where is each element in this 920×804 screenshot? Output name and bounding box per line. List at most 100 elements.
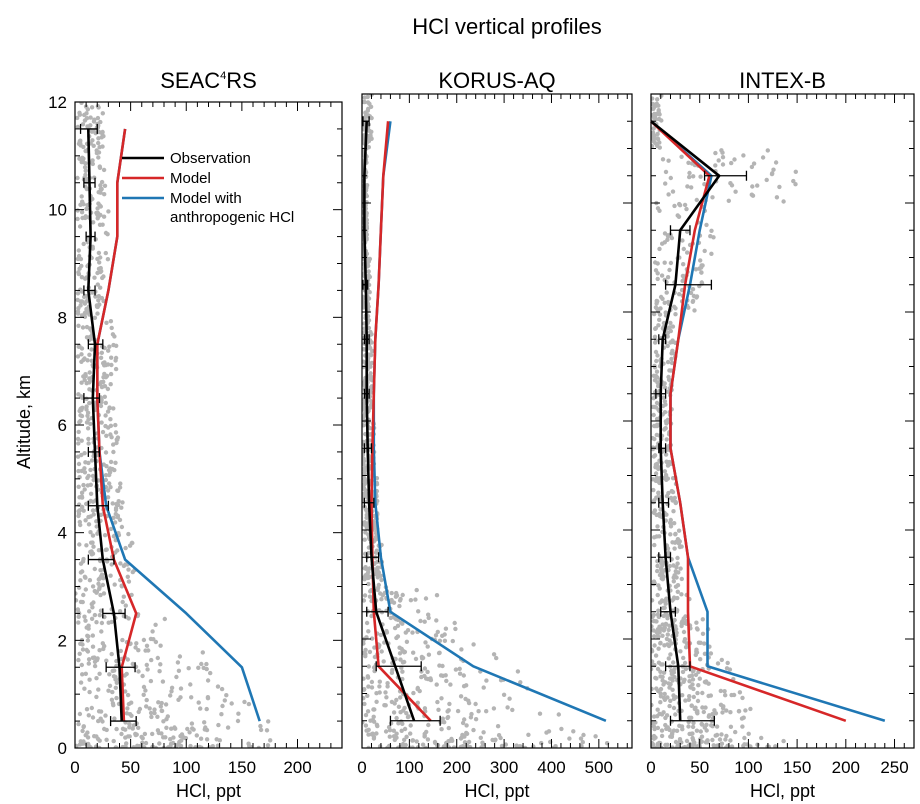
scatter-point [123, 562, 128, 567]
scatter-point [112, 467, 117, 473]
x-tick-label: 150 [228, 758, 256, 777]
scatter-point [422, 731, 427, 737]
scatter-point [79, 438, 84, 443]
scatter-point [402, 737, 407, 742]
scatter-point [368, 352, 374, 357]
scatter-point [495, 724, 501, 729]
scatter-point [694, 728, 700, 733]
scatter-point [652, 103, 657, 108]
x-tick-label: 100 [395, 758, 423, 777]
scatter-point [518, 680, 523, 685]
scatter-point [699, 721, 704, 727]
scatter-point [659, 273, 665, 278]
scatter-point [105, 257, 111, 262]
scatter-point [672, 495, 677, 501]
scatter-point [89, 129, 95, 134]
scatter-point [402, 659, 407, 665]
scatter-point [689, 703, 694, 708]
scatter-point [677, 203, 683, 208]
scatter-point [97, 164, 103, 169]
scatter-point [75, 216, 80, 222]
scatter-point [714, 724, 720, 729]
scatter-point [176, 697, 181, 702]
scatter-point [657, 140, 662, 145]
scatter-point [264, 728, 270, 733]
scatter-point [78, 599, 84, 605]
scatter-point [662, 605, 667, 610]
scatter-point [653, 326, 658, 331]
scatter-point [655, 725, 661, 731]
scatter-point [86, 713, 92, 718]
scatter-point [102, 384, 108, 389]
scatter-point [169, 726, 174, 731]
scatter-point [208, 670, 213, 676]
scatter-point [79, 210, 85, 215]
scatter-point [81, 159, 86, 165]
scatter-point [163, 735, 168, 740]
scatter-point [84, 543, 89, 548]
scatter-point [114, 726, 119, 732]
scatter-point [164, 717, 169, 722]
scatter-point [104, 658, 109, 663]
scatter-point [751, 161, 757, 166]
scatter-point [716, 158, 721, 163]
x-tick-label: 150 [783, 758, 811, 777]
scatter-point [659, 557, 664, 562]
scatter-point [107, 344, 112, 349]
scatter-point [679, 544, 684, 549]
scatter-point [793, 182, 798, 187]
scatter-point [144, 704, 149, 709]
scatter-point [710, 737, 715, 743]
scatter-point [366, 575, 371, 580]
scatter-point [654, 686, 659, 691]
scatter-point [505, 705, 510, 710]
panel-title: KORUS-AQ [438, 68, 555, 93]
scatter-point [680, 669, 686, 675]
scatter-point [692, 740, 697, 746]
scatter-point [177, 654, 183, 659]
x-tick-label: 50 [690, 758, 709, 777]
scatter-point [781, 738, 786, 744]
scatter-point [198, 706, 203, 711]
scatter-point [655, 380, 660, 385]
scatter-point [690, 287, 696, 292]
scatter-point [711, 743, 716, 748]
scatter-point [765, 148, 770, 153]
scatter-point [120, 599, 125, 605]
scatter-point [656, 490, 661, 496]
scatter-point [698, 174, 703, 179]
scatter-point [362, 99, 367, 105]
scatter-point [362, 456, 366, 461]
scatter-point [94, 524, 99, 529]
scatter-point [108, 573, 113, 578]
scatter-point [719, 741, 725, 746]
scatter-point [83, 148, 88, 154]
scatter-point [687, 174, 692, 180]
scatter-point [404, 639, 410, 644]
scatter-point [93, 294, 98, 299]
scatter-point [362, 452, 366, 457]
scatter-point [224, 693, 229, 698]
scatter-point [655, 743, 661, 748]
scatter-point [90, 473, 96, 479]
series-line [370, 121, 432, 722]
scatter-point [196, 700, 201, 705]
scatter-point [169, 689, 174, 694]
scatter-point [711, 235, 716, 240]
scatter-point [75, 297, 80, 303]
scatter-point [123, 603, 128, 608]
scatter-point [123, 727, 128, 732]
scatter-point [771, 167, 776, 172]
chart-panels: 0 2 4 6 8 10 12 0 50 100 150 200 HCl, ppt SEAC4RS 0 100… [48, 68, 915, 801]
scatter-point [136, 669, 141, 674]
scatter-point [491, 706, 497, 711]
scatter-point [77, 475, 82, 480]
scatter-point [164, 725, 169, 730]
scatter-point [654, 358, 659, 364]
scatter-point [136, 725, 141, 730]
x-tick-label: 0 [646, 758, 655, 777]
scatter-point [468, 715, 474, 720]
legend-label: Model [170, 170, 211, 187]
scatter-point [81, 144, 86, 150]
x-ticks [361, 94, 628, 748]
